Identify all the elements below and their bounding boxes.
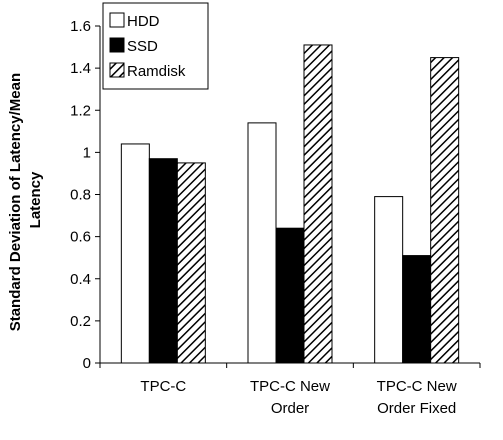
bar-hdd-2 <box>247 122 277 364</box>
bar-ramdisk-1 <box>176 162 206 364</box>
bar-hdd-1 <box>120 143 150 364</box>
legend-swatch-ssd <box>109 37 125 53</box>
y-tick-label: 0 <box>83 355 91 372</box>
bar-hdd-3 <box>374 196 404 364</box>
x-tick-label: TPC-C New <box>250 378 330 395</box>
bar-ssd-3 <box>402 255 432 364</box>
y-tick-label: 0.4 <box>70 271 91 288</box>
legend: HDD SSD Ramdisk <box>102 2 209 90</box>
y-tick-label: 0.2 <box>70 313 91 330</box>
bar-ramdisk-2 <box>303 44 333 364</box>
legend-swatch-ramdisk <box>109 62 125 78</box>
x-tick-label: Order Fixed <box>377 400 456 417</box>
y-tick-label: 0.8 <box>70 187 91 204</box>
y-tick-label: 1.2 <box>70 102 91 119</box>
x-tick-label: Order <box>271 400 309 417</box>
legend-label-hdd: HDD <box>127 13 160 30</box>
legend-label-ramdisk: Ramdisk <box>127 63 186 80</box>
y-tick-label: 1.4 <box>70 60 91 77</box>
legend-label-ssd: SSD <box>127 38 158 55</box>
y-tick-label: 1 <box>83 144 91 161</box>
bar-ssd-1 <box>148 158 178 364</box>
x-tick-label: TPC-C <box>140 378 186 395</box>
y-tick-label: 0.6 <box>70 229 91 246</box>
plot-area: 0 0.2 0.4 0.6 0.8 1 1.2 1.4 1.6 TPC-C TPC-C New Ord… <box>70 18 481 417</box>
x-tick-label: TPC-C New <box>377 378 457 395</box>
y-tick-label: 1.6 <box>70 18 91 35</box>
bar-ramdisk-3 <box>430 57 460 364</box>
y-axis-title: Standard Deviation of Latency/Mean Laten… <box>7 69 44 332</box>
y-axis-title-line-2: Latency <box>27 171 44 228</box>
bar-ssd-2 <box>275 227 305 364</box>
legend-swatch-hdd <box>109 12 125 28</box>
y-axis-title-line-1: Standard Deviation of Latency/Mean <box>7 73 24 331</box>
